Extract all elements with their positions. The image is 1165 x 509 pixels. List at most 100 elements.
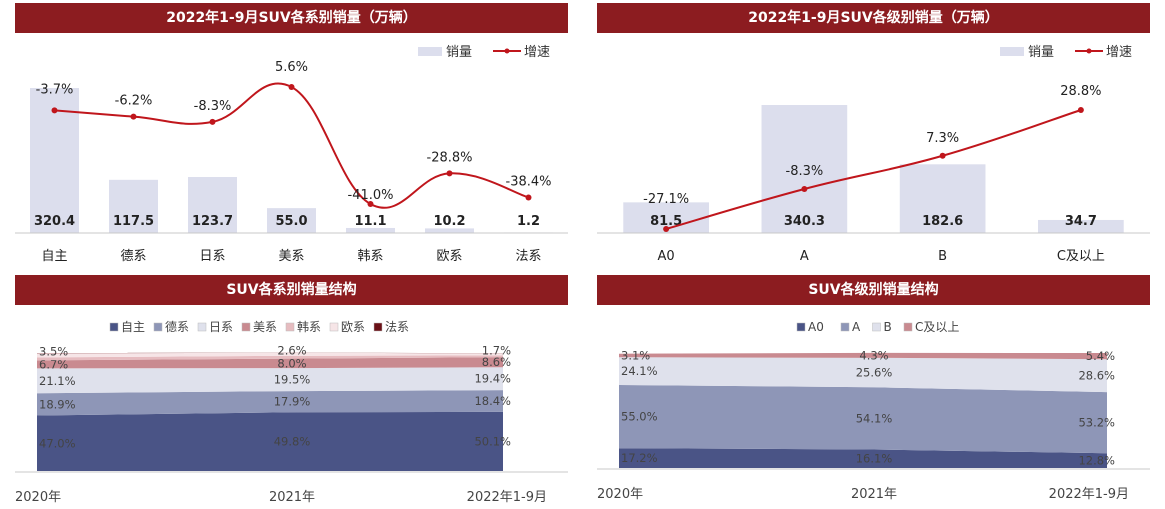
growth-data-label: 28.8% xyxy=(1060,84,1101,99)
area-data-label: 54.1% xyxy=(856,411,893,425)
legend-label: 韩系 xyxy=(297,319,321,334)
area-日系 xyxy=(37,367,503,394)
growth-data-label: -41.0% xyxy=(348,188,394,203)
growth-point xyxy=(663,226,670,232)
legend-swatch xyxy=(285,322,295,332)
x-tick-label: 2021年 xyxy=(851,487,897,502)
area-data-label: 17.9% xyxy=(274,395,311,409)
area-data-label: 3.1% xyxy=(621,348,650,362)
growth-data-label: -38.4% xyxy=(506,174,552,189)
legend-bar-swatch xyxy=(1000,47,1024,56)
area-data-label: 53.2% xyxy=(1078,416,1115,430)
area-data-label: 21.1% xyxy=(39,374,76,388)
category-tick-label: 法系 xyxy=(515,249,541,264)
area-data-label: 19.5% xyxy=(274,373,311,387)
growth-point xyxy=(801,185,808,192)
bar xyxy=(425,228,474,233)
legend-bar-label: 销量 xyxy=(446,45,472,60)
legend-swatch xyxy=(241,322,251,332)
category-tick-label: 美系 xyxy=(278,249,304,264)
area-data-label: 47.0% xyxy=(39,436,76,450)
category-tick-label: 欧系 xyxy=(436,249,462,264)
legend-label: 法系 xyxy=(385,320,409,334)
legend-swatch xyxy=(840,322,850,332)
area-B xyxy=(619,357,1107,393)
category-tick-label: B xyxy=(938,249,947,264)
legend-swatch xyxy=(872,322,881,332)
growth-point xyxy=(209,118,216,125)
legend-line-marker xyxy=(504,48,510,54)
area-A xyxy=(619,384,1107,454)
legend-label: 日系 xyxy=(209,320,233,334)
area-data-label: 8.0% xyxy=(277,356,306,370)
x-tick-label: 2022年1-9月 xyxy=(467,490,547,505)
x-tick-label: 2020年 xyxy=(15,490,61,505)
area-data-label: 6.7% xyxy=(39,357,68,371)
area-德系 xyxy=(37,390,503,416)
brand-structure-panel: SUV各系别销量结构 自主 德系 日系 美系 韩系 欧系 法系 47.0% 49.8% 50.1%… xyxy=(15,275,568,509)
bar xyxy=(1038,219,1124,233)
bar xyxy=(346,227,395,233)
bar-value-label: 55.0 xyxy=(275,214,307,229)
growth-data-label: 7.3% xyxy=(926,131,959,146)
legend-line-label: 增速 xyxy=(524,45,550,60)
area-data-label: 19.4% xyxy=(474,372,511,386)
bar-value-label: 81.5 xyxy=(650,214,682,229)
bar xyxy=(761,105,848,233)
growth-data-label: -8.3% xyxy=(194,99,232,114)
area-data-label: 2.6% xyxy=(277,343,306,357)
growth-line xyxy=(665,109,1082,230)
brand-sales-chart: 销量 增速 320.4 自主 117.5 德系 123.7 日系 55.0 美系 11.1 韩系 10.… xyxy=(15,45,568,264)
growth-point xyxy=(367,201,374,207)
growth-point xyxy=(1077,107,1084,113)
legend-bar-label: 销量 xyxy=(1028,45,1054,60)
growth-point xyxy=(51,107,58,114)
brand-sales-title: 2022年1-9月SUV各系别销量（万辆） xyxy=(15,3,568,33)
category-tick-label: C及以上 xyxy=(1057,249,1105,264)
legend-line-label: 增速 xyxy=(1106,45,1132,60)
area-data-label: 24.1% xyxy=(621,364,658,378)
bar-value-label: 182.6 xyxy=(922,214,963,229)
growth-point xyxy=(288,84,295,90)
area-data-label: 18.9% xyxy=(39,397,76,411)
class-sales-chart: 销量 增速 81.5 A0 340.3 A 182.6 B 34.7 C及以上 -27.1% -8.3… xyxy=(597,45,1150,264)
class-structure-panel: SUV各级别销量结构 A0 A B C及以上 17.2% 16.1% 12.8% 55.0% 5… xyxy=(597,275,1150,509)
legend-label: 德系 xyxy=(165,319,189,334)
category-tick-label: 德系 xyxy=(120,249,146,264)
growth-point xyxy=(939,152,946,159)
bar-value-label: 340.3 xyxy=(784,214,825,229)
area-data-label: 16.1% xyxy=(856,452,893,466)
growth-data-label: -27.1% xyxy=(643,192,689,207)
area-data-label: 55.0% xyxy=(621,410,658,424)
legend-label: C及以上 xyxy=(915,320,959,334)
legend-label: A0 xyxy=(808,320,824,334)
area-data-label: 12.8% xyxy=(1078,454,1115,468)
growth-data-label: -6.2% xyxy=(115,94,153,109)
area-自主 xyxy=(37,411,503,471)
area-欧系 xyxy=(37,352,503,358)
legend-label: 美系 xyxy=(253,320,277,334)
growth-data-label: -28.8% xyxy=(427,150,473,165)
area-data-label: 25.6% xyxy=(856,366,893,380)
legend-label: 自主 xyxy=(121,320,145,334)
class-sales-panel: 2022年1-9月SUV各级别销量（万辆） 销量 增速 81.5 A0 340.3 A 18… xyxy=(597,3,1150,264)
area-韩系 xyxy=(37,355,503,361)
class-structure-chart: A0 A B C及以上 17.2% 16.1% 12.8% 55.0% 54.1% 53.2% 24… xyxy=(597,320,1150,502)
legend-swatch xyxy=(109,322,119,332)
category-tick-label: A0 xyxy=(658,249,675,264)
legend-swatch xyxy=(903,322,913,332)
bar-value-label: 11.1 xyxy=(354,214,386,229)
legend-swatch xyxy=(197,322,207,332)
legend-label: B xyxy=(884,320,892,334)
category-tick-label: 自主 xyxy=(41,249,67,264)
brand-structure-chart: 自主 德系 日系 美系 韩系 欧系 法系 47.0% 49.8% 50.1% 18.9% 17.9% 1… xyxy=(15,319,568,505)
growth-point xyxy=(130,113,137,120)
growth-point xyxy=(525,194,532,201)
legend-label: 欧系 xyxy=(341,320,365,334)
area-data-label: 1.7% xyxy=(482,343,511,357)
area-C及以上 xyxy=(619,352,1107,360)
area-data-label: 50.1% xyxy=(474,434,511,448)
area-美系 xyxy=(37,357,503,369)
area-data-label: 5.4% xyxy=(1086,349,1115,363)
bar xyxy=(109,179,158,233)
